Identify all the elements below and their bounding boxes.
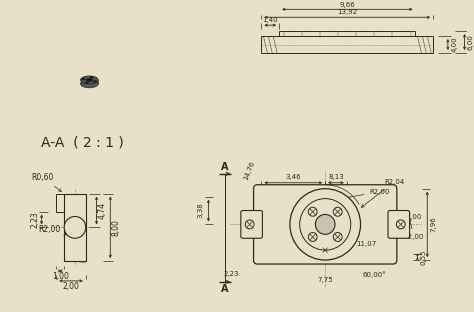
Text: R0,60: R0,60: [31, 173, 61, 192]
Circle shape: [333, 207, 342, 216]
Text: 13,92: 13,92: [337, 9, 357, 15]
Circle shape: [245, 220, 254, 229]
FancyBboxPatch shape: [254, 185, 397, 264]
Text: 8,00: 8,00: [112, 219, 121, 236]
Polygon shape: [84, 78, 88, 80]
Polygon shape: [86, 80, 90, 82]
Ellipse shape: [90, 76, 93, 78]
Ellipse shape: [86, 79, 93, 81]
Text: 3,46: 3,46: [285, 174, 301, 180]
FancyBboxPatch shape: [388, 211, 410, 238]
Polygon shape: [83, 80, 91, 85]
Circle shape: [290, 189, 361, 260]
Text: 4,74: 4,74: [98, 202, 107, 219]
Polygon shape: [83, 78, 95, 84]
Polygon shape: [84, 80, 86, 81]
Polygon shape: [86, 78, 92, 82]
Text: R2,04: R2,04: [361, 179, 404, 207]
Polygon shape: [86, 79, 92, 82]
Ellipse shape: [82, 78, 85, 80]
Bar: [64, 194, 86, 261]
Polygon shape: [91, 81, 94, 83]
Text: 11,07: 11,07: [348, 237, 376, 247]
Text: 4,00: 4,00: [452, 37, 458, 52]
Text: R2,00: R2,00: [38, 225, 67, 235]
Ellipse shape: [85, 77, 88, 82]
Circle shape: [308, 232, 317, 241]
Text: R2,00: R2,00: [393, 214, 422, 230]
Text: A: A: [221, 162, 229, 172]
Text: 2,23: 2,23: [30, 211, 39, 228]
Circle shape: [64, 217, 86, 238]
Circle shape: [315, 214, 335, 234]
Text: 3,38: 3,38: [198, 202, 204, 218]
FancyBboxPatch shape: [241, 211, 263, 238]
Text: 6,00: 6,00: [467, 34, 474, 50]
Text: R2,00: R2,00: [404, 218, 424, 240]
Ellipse shape: [93, 80, 97, 82]
Text: A: A: [221, 284, 229, 294]
Text: 1,00: 1,00: [52, 272, 69, 281]
Circle shape: [308, 207, 317, 216]
Ellipse shape: [81, 76, 98, 84]
Text: A-A  ( 2 : 1 ): A-A ( 2 : 1 ): [41, 135, 123, 149]
Circle shape: [396, 220, 405, 229]
Ellipse shape: [81, 80, 98, 88]
Text: 14,76: 14,76: [243, 160, 256, 181]
Polygon shape: [91, 82, 95, 85]
Text: 0,55: 0,55: [420, 249, 426, 265]
Text: 60,00°: 60,00°: [363, 271, 386, 278]
Text: 8,13: 8,13: [328, 174, 344, 180]
Polygon shape: [90, 80, 92, 82]
Text: 2,23: 2,23: [223, 271, 238, 277]
Text: 7,75: 7,75: [318, 277, 333, 283]
Text: 9,66: 9,66: [339, 2, 355, 8]
Text: 1,40: 1,40: [263, 17, 278, 23]
Circle shape: [333, 232, 342, 241]
Circle shape: [321, 246, 329, 254]
Text: R2,00: R2,00: [334, 189, 390, 201]
Text: 2,00: 2,00: [63, 282, 80, 291]
Text: 7,96: 7,96: [430, 217, 436, 232]
Ellipse shape: [85, 82, 89, 84]
